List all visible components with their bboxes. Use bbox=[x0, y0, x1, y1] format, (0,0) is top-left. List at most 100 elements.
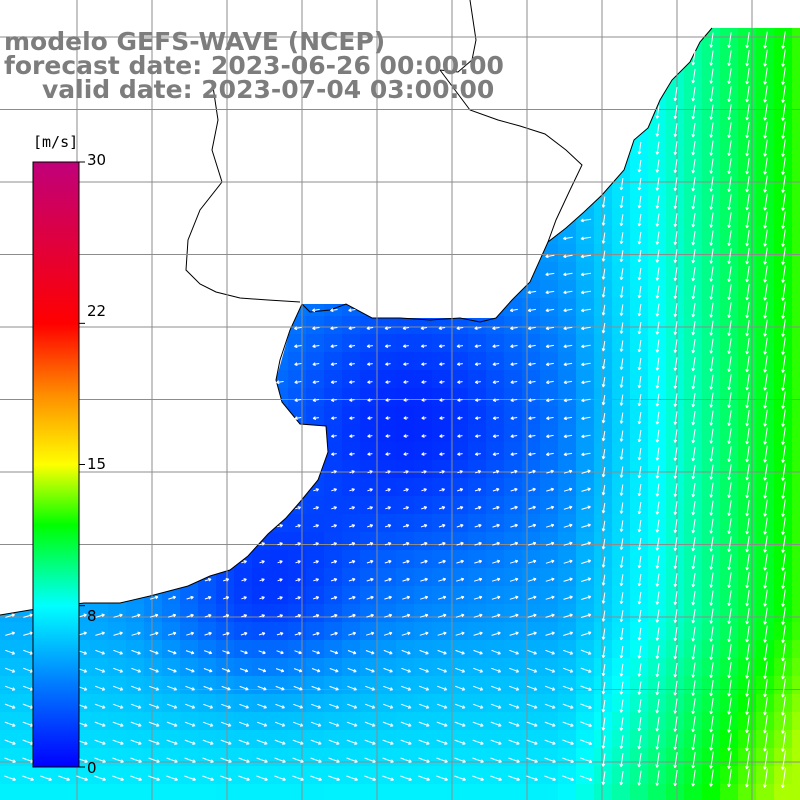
field-cell bbox=[504, 586, 523, 605]
field-cell bbox=[612, 226, 631, 245]
wind-arrow bbox=[22, 775, 34, 781]
field-cell bbox=[684, 622, 703, 641]
wind-arrow bbox=[311, 685, 321, 691]
wind-arrow bbox=[419, 685, 430, 691]
field-cell bbox=[342, 550, 361, 569]
field-cell bbox=[666, 478, 685, 497]
field-cell bbox=[198, 712, 217, 731]
field-cell bbox=[324, 370, 343, 389]
field-cell bbox=[360, 406, 379, 425]
wind-arrow bbox=[637, 752, 642, 768]
field-cell bbox=[630, 640, 649, 659]
wind-arrow bbox=[491, 667, 502, 673]
field-cell bbox=[486, 640, 505, 659]
wind-arrow bbox=[473, 649, 483, 655]
wind-arrow bbox=[637, 358, 642, 371]
field-cell bbox=[432, 406, 451, 425]
field-cell bbox=[486, 442, 505, 461]
wind-arrow bbox=[691, 176, 696, 192]
field-cell bbox=[180, 586, 199, 605]
wind-arrow bbox=[691, 608, 696, 624]
wind-arrow bbox=[312, 362, 320, 366]
field-cell bbox=[666, 370, 685, 389]
wind-arrow bbox=[745, 589, 750, 607]
wind-arrow bbox=[222, 650, 230, 655]
wind-arrow bbox=[348, 613, 356, 618]
field-cell bbox=[108, 658, 127, 677]
wind-arrow bbox=[421, 488, 427, 492]
field-cell bbox=[234, 658, 253, 677]
field-cell bbox=[540, 532, 559, 551]
wind-arrow bbox=[655, 231, 660, 245]
wind-arrow bbox=[546, 487, 555, 492]
field-cell bbox=[468, 406, 487, 425]
wind-arrow bbox=[727, 140, 732, 157]
field-cell bbox=[504, 748, 523, 767]
wind-arrow bbox=[312, 614, 320, 618]
wind-arrow bbox=[510, 452, 518, 456]
field-cell bbox=[630, 352, 649, 371]
wind-arrow bbox=[727, 751, 732, 769]
wind-arrow bbox=[130, 739, 142, 745]
field-cell bbox=[414, 334, 433, 353]
field-cell bbox=[720, 424, 739, 443]
field-cell bbox=[450, 514, 469, 533]
field-cell bbox=[360, 442, 379, 461]
field-cell bbox=[414, 496, 433, 515]
wind-arrow bbox=[563, 523, 573, 528]
field-cell bbox=[360, 532, 379, 551]
wind-arrow bbox=[781, 427, 786, 445]
field-cell bbox=[720, 658, 739, 677]
wind-arrow bbox=[763, 121, 768, 139]
field-cell bbox=[540, 442, 559, 461]
field-cell bbox=[486, 694, 505, 713]
field-cell bbox=[216, 748, 235, 767]
field-cell bbox=[558, 748, 577, 767]
wind-arrow bbox=[366, 613, 374, 618]
wind-arrow bbox=[545, 559, 555, 564]
wind-arrow bbox=[331, 488, 338, 492]
wind-arrow bbox=[655, 555, 660, 569]
wind-arrow bbox=[508, 721, 520, 727]
field-cell bbox=[576, 658, 595, 677]
field-cell bbox=[684, 478, 703, 497]
wind-arrow bbox=[655, 177, 660, 191]
wind-arrow bbox=[727, 338, 732, 355]
field-cell bbox=[630, 730, 649, 749]
wind-arrow bbox=[274, 757, 286, 763]
field-cell bbox=[252, 748, 271, 767]
wind-arrow bbox=[310, 775, 322, 781]
field-cell bbox=[594, 712, 613, 731]
wind-arrow bbox=[546, 469, 554, 474]
field-cell bbox=[486, 676, 505, 695]
wind-arrow bbox=[385, 380, 391, 384]
wind-arrow bbox=[348, 308, 356, 312]
field-cell bbox=[108, 622, 127, 641]
wind-arrow bbox=[475, 398, 481, 402]
wind-arrow bbox=[401, 685, 412, 691]
wind-arrow bbox=[382, 703, 394, 709]
wind-arrow bbox=[763, 553, 768, 571]
wind-arrow bbox=[4, 667, 16, 673]
field-cell bbox=[252, 712, 271, 731]
wind-arrow bbox=[277, 614, 284, 618]
wind-arrow bbox=[562, 721, 574, 727]
field-cell bbox=[198, 604, 217, 623]
wind-arrow bbox=[385, 470, 391, 474]
wind-arrow bbox=[419, 631, 429, 636]
wind-arrow bbox=[438, 541, 446, 546]
field-cell bbox=[522, 352, 541, 371]
field-cell bbox=[504, 712, 523, 731]
field-cell bbox=[792, 172, 800, 191]
wind-arrow bbox=[456, 541, 464, 546]
field-cell bbox=[774, 550, 793, 569]
field-cell bbox=[486, 352, 505, 371]
field-cell bbox=[756, 514, 775, 533]
wind-arrow bbox=[348, 560, 356, 564]
wind-arrow bbox=[313, 596, 320, 600]
field-cell bbox=[198, 622, 217, 641]
wind-arrow bbox=[691, 338, 696, 354]
wind-arrow bbox=[545, 344, 554, 349]
wind-arrow bbox=[527, 326, 536, 331]
wind-arrow bbox=[94, 775, 106, 781]
